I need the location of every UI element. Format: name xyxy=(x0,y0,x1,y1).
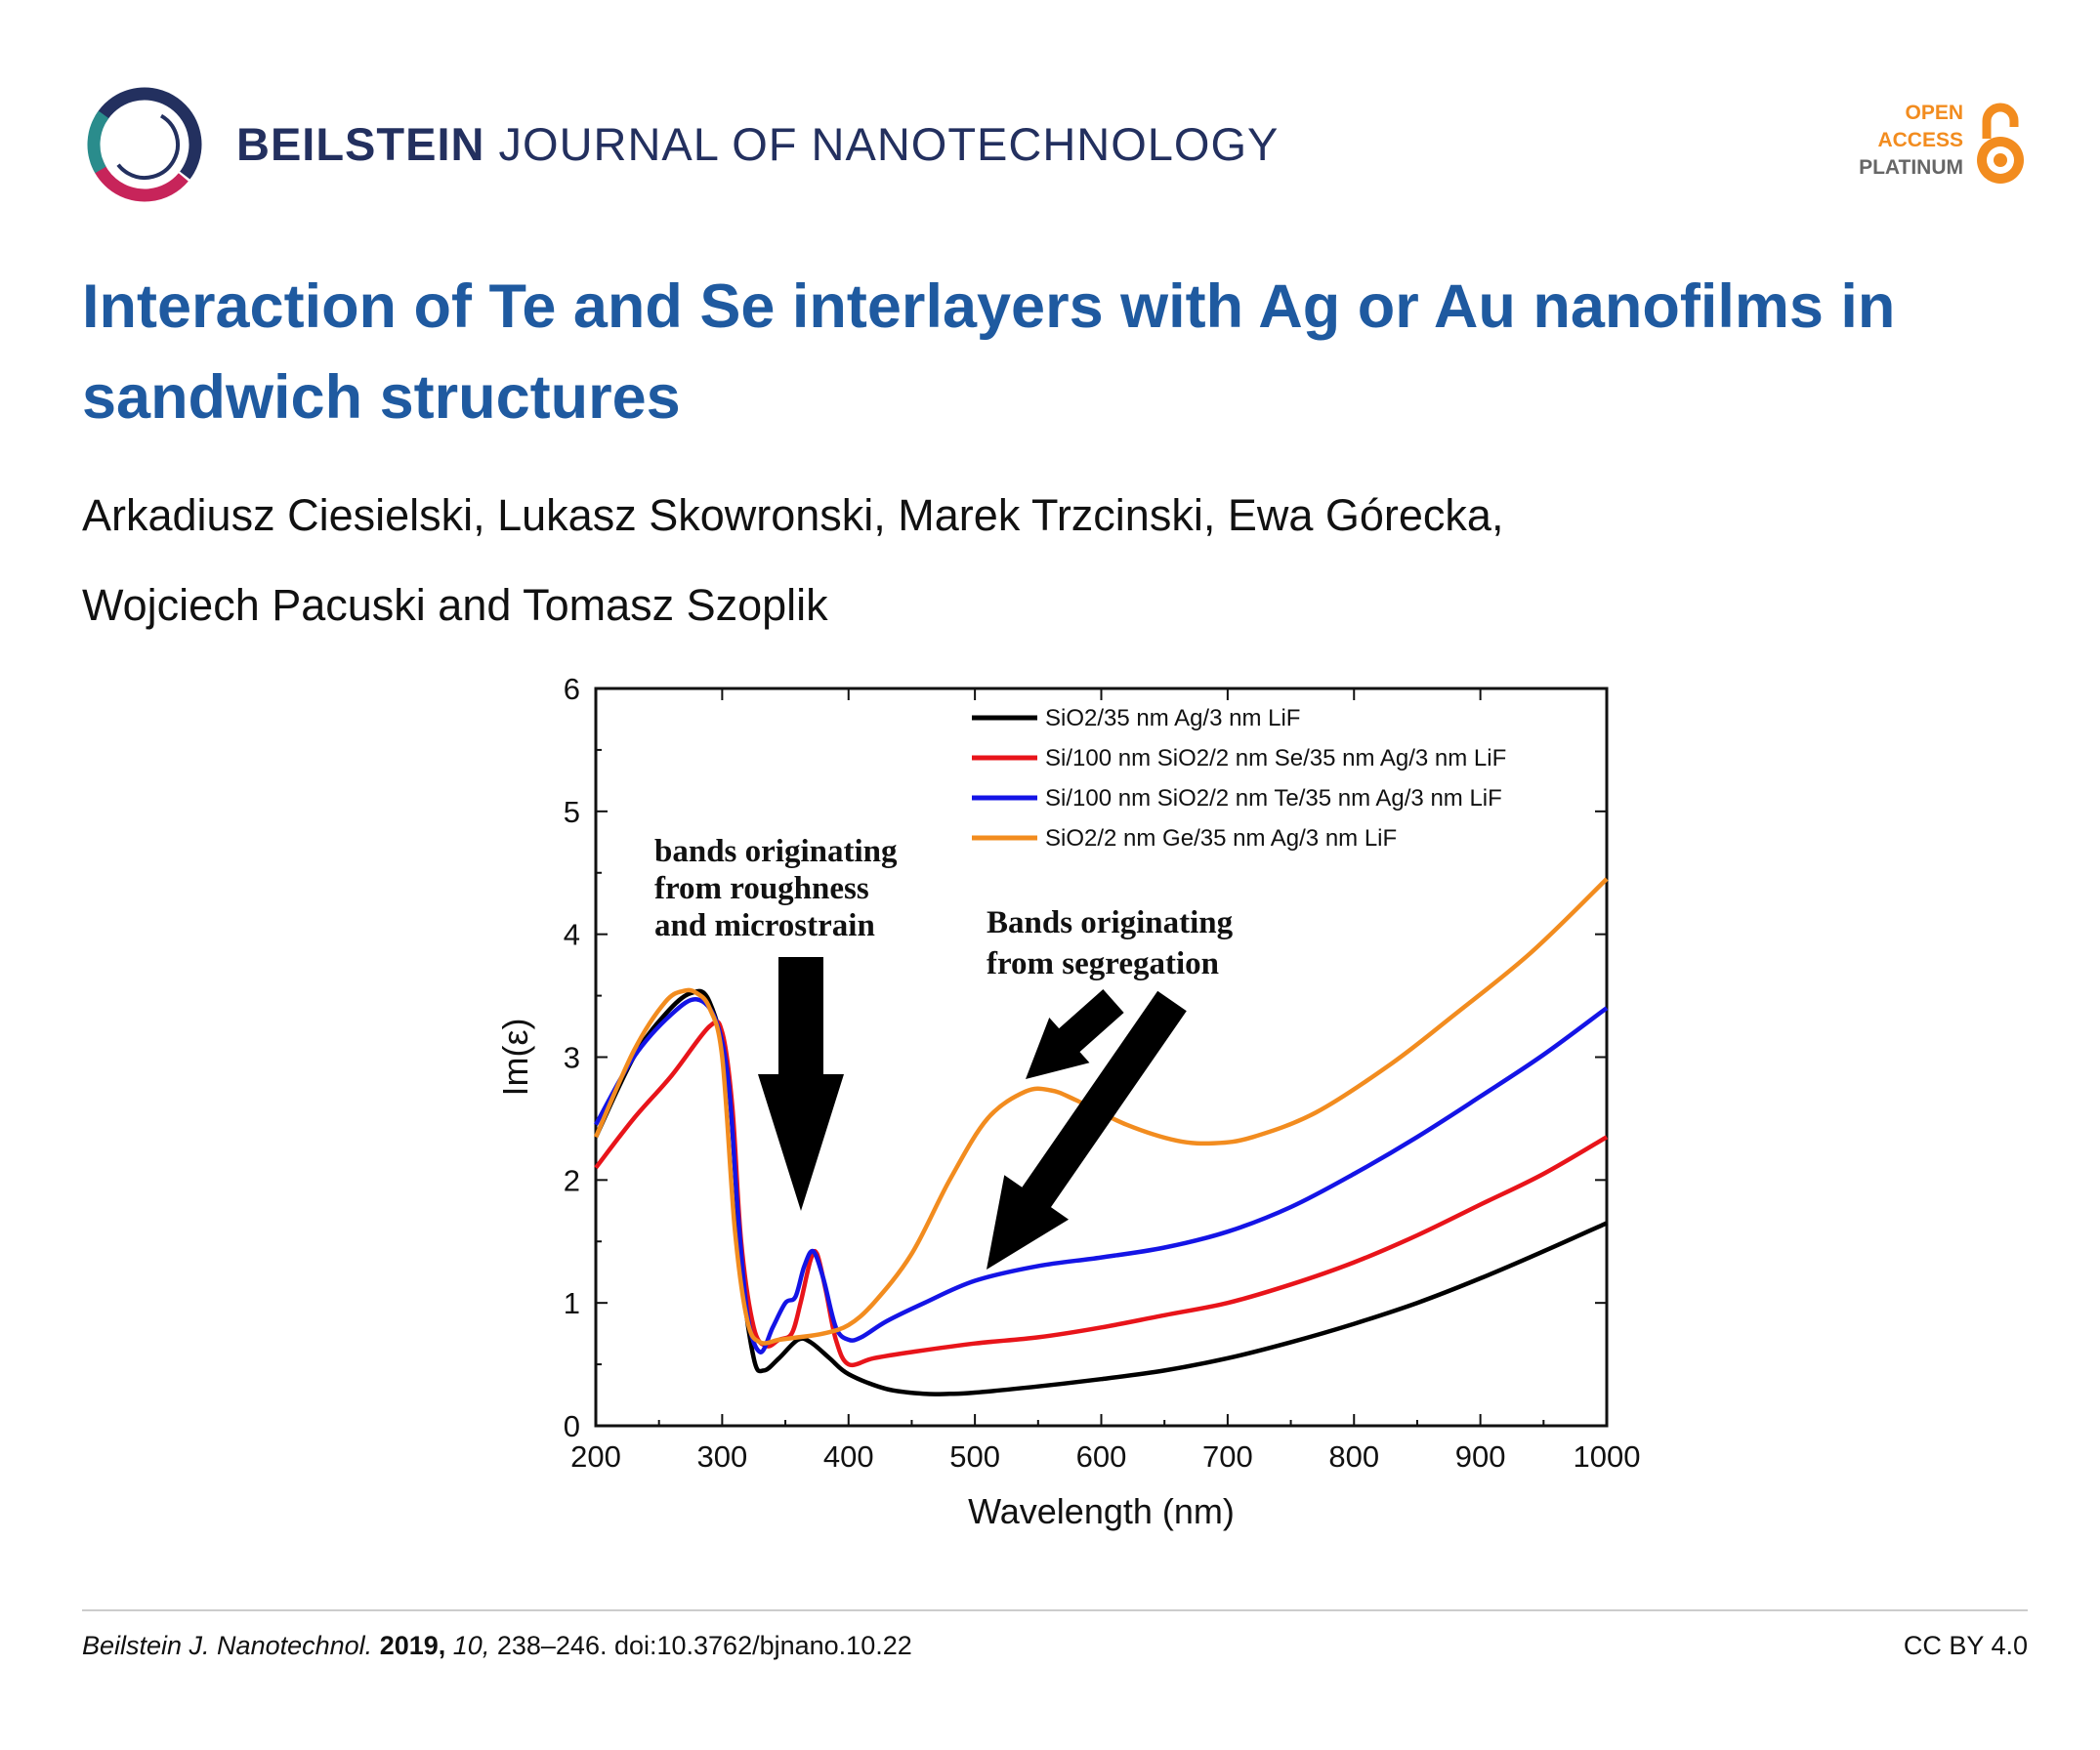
legend-entry: SiO2/35 nm Ag/3 nm LiF xyxy=(1045,705,1300,731)
journal-name-rest: JOURNAL OF NANOTECHNOLOGY xyxy=(498,118,1280,170)
journal-name: BEILSTEIN JOURNAL OF NANOTECHNOLOGY xyxy=(236,117,1279,171)
arrow-roughness xyxy=(758,957,844,1211)
annotation-roughness-line: bands originating xyxy=(654,834,898,869)
article-title-line-1: Interaction of Te and Se interlayers wit… xyxy=(82,272,1896,341)
annotation-roughness-line: from roughness xyxy=(654,871,869,906)
annotation-segregation-line: Bands originating xyxy=(987,905,1234,940)
y-axis-title: Im(ε) xyxy=(495,1018,535,1096)
x-tick-label: 700 xyxy=(1202,1439,1253,1474)
x-tick-label: 500 xyxy=(949,1439,1000,1474)
oa-line-open: OPEN xyxy=(1905,102,1963,124)
x-tick-label: 800 xyxy=(1328,1439,1379,1474)
citation-pages-doi: 238–246. doi:10.3762/bjnano.10.22 xyxy=(496,1631,912,1660)
citation: Beilstein J. Nanotechnol. 2019, 10, 238–… xyxy=(82,1631,912,1661)
arrow-segregation-blue xyxy=(987,990,1187,1270)
axes-frame xyxy=(594,687,1609,1428)
open-lock-icon xyxy=(1977,103,2024,184)
open-access-text: OPEN ACCESS PLATINUM xyxy=(1859,100,1963,182)
y-tick-label: 5 xyxy=(564,795,580,829)
license-label: CC BY 4.0 xyxy=(1903,1631,2028,1660)
journal-header: BEILSTEIN JOURNAL OF NANOTECHNOLOGY OPEN… xyxy=(82,82,2028,209)
article-title: Interaction of Te and Se interlayers wit… xyxy=(82,262,2036,443)
x-tick-label: 300 xyxy=(697,1439,748,1474)
axis-labels: 200 300 400 500 600 700 800 900 1000 0 1 2 3 4 5 6 Wavel… xyxy=(495,672,1640,1531)
series-line-1 xyxy=(593,988,1608,1396)
annotation-segregation-line: from segregation xyxy=(987,946,1219,981)
article-title-line-2: sandwich structures xyxy=(82,363,681,432)
series-line-4 xyxy=(593,877,1609,1346)
authors-line-1: Arkadiusz Ciesielski, Lukasz Skowronski,… xyxy=(82,490,1504,540)
open-access-badge: OPEN ACCESS PLATINUM xyxy=(1832,100,2028,197)
article-authors: Arkadiusz Ciesielski, Lukasz Skowronski,… xyxy=(82,471,2036,650)
journal-logo-icon xyxy=(87,87,202,202)
y-tick-label: 6 xyxy=(564,672,580,706)
oa-line-platinum: PLATINUM xyxy=(1859,156,1963,179)
x-axis-title: Wavelength (nm) xyxy=(968,1491,1235,1531)
series-lines xyxy=(593,877,1609,1396)
journal-name-bold: BEILSTEIN xyxy=(236,118,485,170)
x-tick-label: 900 xyxy=(1455,1439,1506,1474)
legend-entry: Si/100 nm SiO2/2 nm Se/35 nm Ag/3 nm LiF xyxy=(1045,745,1506,771)
citation-journal: Beilstein J. Nanotechnol. xyxy=(82,1631,373,1660)
x-tick-label: 200 xyxy=(570,1439,621,1474)
series-line-3 xyxy=(594,997,1609,1354)
x-tick-label: 600 xyxy=(1076,1439,1127,1474)
legend-entry: SiO2/2 nm Ge/35 nm Ag/3 nm LiF xyxy=(1045,825,1397,852)
x-tick-label: 400 xyxy=(823,1439,874,1474)
y-tick-label: 2 xyxy=(564,1163,580,1197)
y-tick-label: 3 xyxy=(564,1041,580,1075)
citation-year: 2019, xyxy=(379,1631,446,1660)
y-tick-label: 0 xyxy=(564,1409,580,1443)
y-tick-label: 4 xyxy=(564,918,580,952)
oa-line-access: ACCESS xyxy=(1877,129,1963,151)
legend: SiO2/35 nm Ag/3 nm LiF Si/100 nm SiO2/2 n… xyxy=(972,705,1506,852)
legend-entry: Si/100 nm SiO2/2 nm Te/35 nm Ag/3 nm LiF xyxy=(1045,785,1502,812)
y-tick-label: 1 xyxy=(564,1286,580,1320)
footer-divider xyxy=(82,1609,2028,1611)
x-tick-label: 1000 xyxy=(1574,1439,1641,1474)
annotation-roughness-line: and microstrain xyxy=(654,908,875,943)
arrow-segregation-orange xyxy=(1026,989,1124,1079)
authors-line-2: Wojciech Pacuski and Tomasz Szoplik xyxy=(82,580,828,630)
citation-volume: 10, xyxy=(452,1631,490,1660)
